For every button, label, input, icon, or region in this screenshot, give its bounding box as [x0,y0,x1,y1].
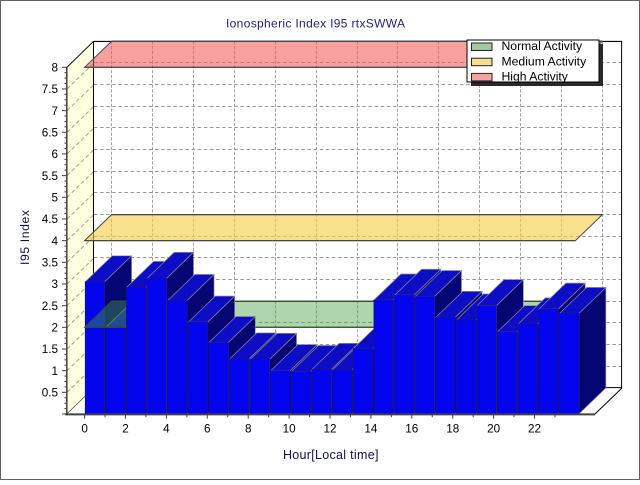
svg-text:22: 22 [528,423,541,436]
svg-text:8: 8 [245,423,252,436]
svg-text:4.5: 4.5 [42,213,59,226]
svg-text:6.5: 6.5 [42,127,59,140]
svg-text:2: 2 [122,423,129,436]
svg-text:0.5: 0.5 [42,387,59,400]
svg-text:7: 7 [51,105,58,118]
svg-text:4: 4 [163,423,170,436]
svg-text:I95 Index: I95 Index [18,210,32,265]
svg-text:Hour[Local time]: Hour[Local time] [283,448,379,462]
svg-text:1.5: 1.5 [42,343,59,356]
svg-text:Medium Activity: Medium Activity [502,54,588,68]
svg-text:18: 18 [446,423,459,436]
svg-text:16: 16 [405,423,418,436]
svg-text:3.5: 3.5 [42,257,59,270]
svg-text:6: 6 [51,148,58,161]
svg-text:Ionospheric Index I95 rtxSWWA: Ionospheric Index I95 rtxSWWA [226,17,405,31]
svg-text:12: 12 [323,423,336,436]
svg-text:2: 2 [51,322,58,335]
svg-text:High Activity: High Activity [502,70,569,84]
svg-text:5.5: 5.5 [42,170,59,183]
svg-text:8: 8 [51,62,58,75]
svg-text:5: 5 [51,192,58,205]
svg-text:3: 3 [51,278,58,291]
svg-text:10: 10 [283,423,297,436]
svg-text:14: 14 [364,423,378,436]
svg-text:0: 0 [81,423,88,436]
svg-text:2.5: 2.5 [42,300,59,313]
svg-text:Normal Activity: Normal Activity [502,39,583,53]
svg-text:7.5: 7.5 [42,83,59,96]
svg-text:4: 4 [51,235,58,248]
svg-text:6: 6 [204,423,211,436]
svg-text:1: 1 [51,365,58,378]
svg-text:20: 20 [487,423,501,436]
